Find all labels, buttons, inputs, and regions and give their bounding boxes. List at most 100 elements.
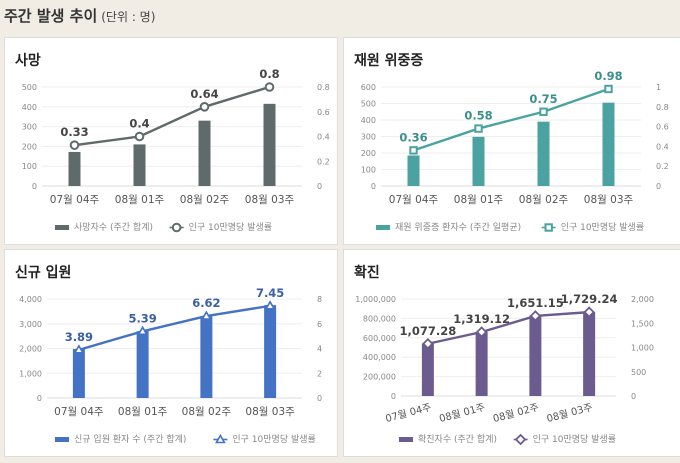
legend-marker-icon <box>544 223 553 232</box>
left-tick-label: 500 <box>22 83 37 92</box>
data-label: 0.33 <box>60 125 88 139</box>
right-tick-label: 1,000 <box>631 344 654 353</box>
right-tick-label: 0.4 <box>317 133 330 142</box>
left-tick-label: 1,000,000 <box>355 295 396 304</box>
legend-line-label: 인구 10만명당 발생률 <box>189 222 272 233</box>
chart-svg: 0 100 200 300 400 500 600 0 0.2 0.4 0.6 0.8 1 07월 04주… <box>361 69 669 233</box>
left-tick-label: 600,000 <box>363 334 396 343</box>
right-tick-label: 6 <box>317 320 322 329</box>
line-point <box>69 140 80 150</box>
x-tick-label: 08월 01주 <box>454 194 504 206</box>
x-tick-label: 08월 01주 <box>115 194 165 206</box>
rate-line <box>74 85 270 147</box>
line-point <box>134 131 145 142</box>
line-point <box>264 82 275 92</box>
right-tick-label: 2,000 <box>631 295 654 304</box>
line-point <box>529 310 542 322</box>
right-tick-label: 8 <box>317 295 322 304</box>
left-tick-label: 500 <box>361 100 376 109</box>
left-tick-label: 1,000 <box>19 369 42 378</box>
left-tick-label: 0 <box>371 182 376 191</box>
x-tick-label: 08월 02주 <box>519 194 569 206</box>
bar <box>407 155 420 186</box>
x-tick-label: 08월 02주 <box>492 401 541 425</box>
right-tick-label: 4 <box>317 345 322 354</box>
legend-marker-icon <box>215 433 226 444</box>
left-tick-label: 0 <box>37 394 42 403</box>
legend-bar-swatch <box>399 437 413 442</box>
bar <box>198 120 211 186</box>
line-point <box>475 326 488 338</box>
bar <box>583 312 596 396</box>
legend-marker-icon <box>171 222 182 233</box>
left-tick-label: 800,000 <box>363 314 396 323</box>
chart-svg: 0 100 200 300 400 500 0 0.2 0.4 0.6 0.8 07월 04주 08월 … <box>22 67 330 233</box>
left-tick-label: 4,000 <box>19 295 42 304</box>
legend-bar-label: 신규 입원 환자 수 (주간 합계) <box>74 433 186 445</box>
right-tick-label: 0 <box>317 394 322 403</box>
x-tick-label: 08월 03주 <box>245 406 295 418</box>
legend-bar-label: 확진자수 (주간 합계) <box>418 433 497 445</box>
legend-bar-label: 사망자수 (주간 합계) <box>74 221 153 233</box>
chart-title: 신규 입원 <box>15 265 72 281</box>
line-point <box>583 306 595 318</box>
right-tick-label: 0 <box>631 392 636 401</box>
line-point <box>264 300 276 310</box>
legend-line-label: 인구 10만명당 발생률 <box>561 222 644 233</box>
left-tick-label: 300 <box>22 123 37 132</box>
bar <box>136 331 149 398</box>
rate-line <box>427 310 590 345</box>
line-point <box>73 344 85 354</box>
data-label: 1,651.15 <box>507 296 564 310</box>
x-tick-label: 07월 04주 <box>384 401 433 425</box>
chart-svg: 0 200,000 400,000 600,000 800,000 1,000,000 0 5… <box>355 292 654 446</box>
right-tick-label: 1 <box>656 83 661 92</box>
data-label: 1,729.24 <box>561 292 618 306</box>
bar <box>133 144 146 186</box>
right-tick-label: 0.8 <box>656 103 669 112</box>
right-tick-label: 0.6 <box>656 123 669 132</box>
x-tick-label: 07월 04주 <box>54 406 104 418</box>
left-tick-label: 200 <box>22 142 37 151</box>
data-label: 1,319.12 <box>453 312 510 326</box>
chart-card-confirmed: 확진 0 200,000 400,000 600,000 800,000 1,000,000… <box>343 249 680 457</box>
legend-bar-swatch <box>376 225 390 230</box>
right-tick-label: 0 <box>656 182 661 191</box>
right-tick-label: 1,500 <box>631 319 654 328</box>
line-point <box>200 310 212 320</box>
data-label: 0.58 <box>464 109 492 123</box>
data-label: 1,077.28 <box>400 324 457 338</box>
x-tick-label: 08월 03주 <box>584 194 634 206</box>
line-point <box>604 84 613 94</box>
data-label: 3.89 <box>65 330 93 344</box>
chart-card-admissions: 신규 입원 0 1,000 2,000 3,000 4,000 0 2 4 6 8 07월 04주 08… <box>4 249 338 457</box>
x-tick-label: 08월 01주 <box>118 406 168 418</box>
x-tick-label: 08월 02주 <box>182 406 232 418</box>
left-tick-label: 3,000 <box>19 320 42 329</box>
unit-label: (단위 : 명) <box>101 10 156 24</box>
legend-bar-swatch <box>55 437 69 442</box>
data-label: 5.39 <box>128 311 156 325</box>
legend-bar-label: 재원 위중증 환자수 (주간 일평균) <box>395 221 521 233</box>
left-tick-label: 200,000 <box>363 373 396 382</box>
bar <box>475 331 488 396</box>
data-label: 0.64 <box>190 87 218 101</box>
data-label: 6.62 <box>192 296 220 310</box>
rate-line <box>413 87 609 152</box>
bar <box>602 102 615 186</box>
right-tick-label: 2 <box>317 369 322 378</box>
right-tick-label: 0.2 <box>317 157 330 166</box>
data-label: 0.75 <box>529 92 557 106</box>
line-point <box>474 124 483 133</box>
line-point <box>422 337 434 350</box>
left-tick-label: 100 <box>22 162 37 171</box>
legend-bar-swatch <box>55 225 69 230</box>
bar <box>200 316 213 398</box>
line-point <box>539 107 548 116</box>
left-tick-label: 300 <box>361 133 376 142</box>
page-header: 주간 발생 추이 (단위 : 명) <box>4 5 155 26</box>
chart-title: 사망 <box>15 53 41 69</box>
x-tick-label: 08월 03주 <box>545 401 594 425</box>
right-tick-label: 0.8 <box>317 83 330 92</box>
data-label: 7.45 <box>256 286 284 300</box>
